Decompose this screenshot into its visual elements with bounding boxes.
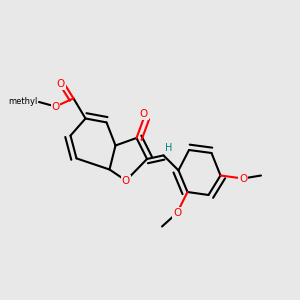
Text: O: O [239, 173, 247, 184]
Text: O: O [122, 176, 130, 186]
Text: O: O [57, 79, 65, 89]
Text: O: O [173, 208, 181, 218]
Text: methyl: methyl [8, 98, 38, 106]
Text: O: O [51, 101, 60, 112]
Text: O: O [140, 109, 148, 119]
Text: H: H [165, 143, 172, 153]
